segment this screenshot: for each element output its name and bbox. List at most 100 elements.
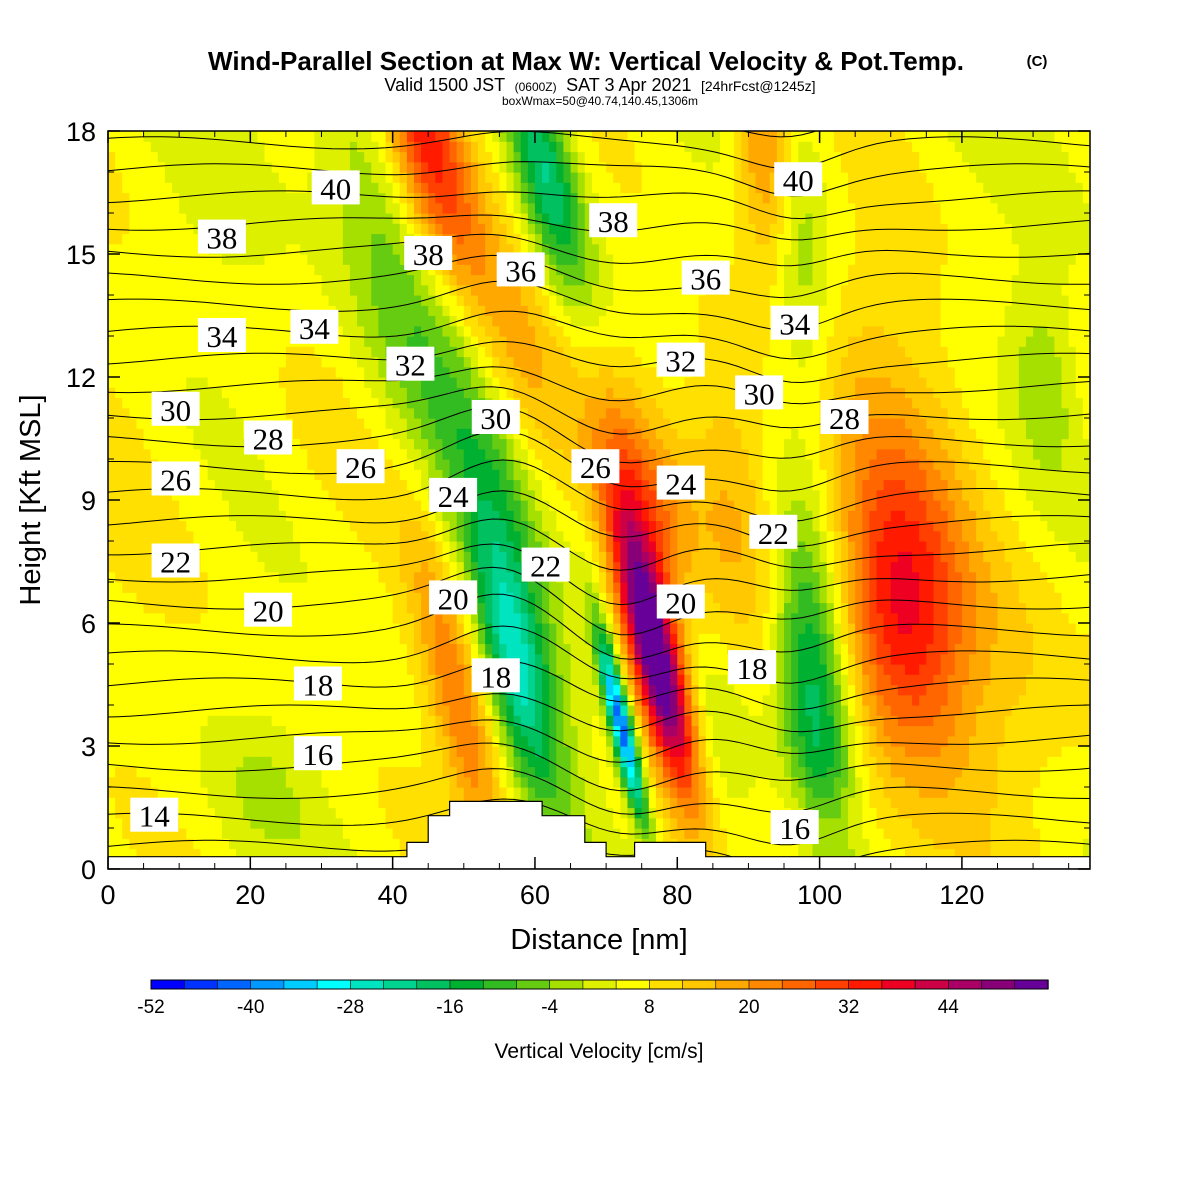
velocity-cell — [364, 407, 372, 419]
velocity-cell — [335, 766, 344, 778]
velocity-cell — [577, 243, 586, 255]
velocity-cell — [214, 746, 223, 757]
velocity-cell — [399, 828, 408, 839]
velocity-cell — [193, 817, 202, 829]
velocity-cell — [470, 735, 479, 747]
velocity-cell — [371, 254, 380, 265]
velocity-cell — [392, 500, 401, 511]
velocity-cell — [193, 592, 202, 604]
velocity-cell — [307, 172, 315, 183]
velocity-cell — [221, 438, 230, 450]
velocity-cell — [364, 725, 372, 737]
velocity-cell — [463, 172, 472, 183]
velocity-cell — [421, 746, 429, 757]
velocity-cell — [271, 520, 280, 532]
velocity-cell — [520, 151, 529, 163]
velocity-cell — [570, 551, 579, 563]
velocity-cell — [129, 141, 138, 153]
velocity-cell — [214, 202, 223, 214]
velocity-cell — [143, 612, 152, 624]
velocity-cell — [499, 756, 508, 768]
velocity-cell — [435, 438, 444, 450]
velocity-cell — [527, 776, 536, 788]
velocity-cell — [478, 643, 486, 655]
velocity-cell — [435, 366, 444, 378]
velocity-cell — [413, 161, 422, 173]
velocity-cell — [236, 161, 244, 173]
velocity-cell — [392, 479, 401, 491]
velocity-cell — [371, 510, 380, 522]
velocity-cell — [499, 725, 508, 737]
velocity-cell — [406, 561, 415, 573]
velocity-cell — [421, 418, 429, 429]
velocity-cell — [186, 776, 194, 788]
velocity-cell — [136, 202, 145, 214]
velocity-cell — [243, 756, 251, 768]
velocity-cell — [534, 397, 543, 409]
velocity-cell — [349, 264, 358, 276]
velocity-cell — [463, 541, 472, 552]
velocity-cell — [271, 254, 280, 265]
velocity-cell — [527, 602, 536, 614]
velocity-cell — [136, 828, 145, 839]
velocity-cell — [577, 715, 586, 727]
velocity-cell — [492, 510, 500, 522]
velocity-cell — [549, 243, 557, 255]
velocity-cell — [271, 643, 280, 655]
velocity-cell — [513, 551, 522, 563]
velocity-cell — [435, 161, 444, 173]
velocity-cell — [293, 448, 301, 460]
velocity-cell — [172, 223, 180, 235]
velocity-cell — [456, 243, 465, 255]
velocity-cell — [399, 735, 408, 747]
velocity-cell — [349, 715, 358, 727]
velocity-cell — [278, 377, 287, 388]
velocity-cell — [150, 284, 159, 296]
velocity-cell — [108, 489, 116, 501]
velocity-cell — [293, 377, 301, 388]
velocity-cell — [520, 674, 529, 686]
velocity-cell — [520, 377, 529, 388]
velocity-cell — [563, 725, 572, 737]
velocity-cell — [470, 387, 479, 399]
velocity-cell — [157, 366, 166, 378]
velocity-cell — [264, 633, 273, 645]
velocity-cell — [186, 243, 194, 255]
velocity-cell — [527, 223, 536, 235]
velocity-cell — [342, 623, 351, 634]
velocity-cell — [207, 141, 216, 153]
velocity-cell — [271, 346, 280, 358]
velocity-cell — [449, 643, 458, 655]
velocity-cell — [499, 582, 508, 593]
velocity-cell — [506, 582, 515, 593]
velocity-cell — [122, 612, 130, 624]
velocity-cell — [378, 233, 387, 245]
velocity-cell — [328, 766, 337, 778]
velocity-cell — [485, 315, 493, 327]
velocity-cell — [214, 828, 223, 839]
velocity-cell — [150, 787, 159, 798]
velocity-cell — [108, 715, 116, 727]
velocity-cell — [143, 541, 152, 552]
velocity-cell — [513, 725, 522, 737]
velocity-cell — [122, 243, 130, 255]
velocity-cell — [221, 612, 230, 624]
velocity-cell — [150, 664, 159, 675]
velocity-cell — [485, 366, 493, 378]
velocity-cell — [243, 213, 251, 224]
velocity-cell — [172, 356, 180, 368]
velocity-cell — [406, 674, 415, 686]
velocity-cell — [506, 182, 515, 194]
velocity-cell — [264, 489, 273, 501]
velocity-cell — [534, 151, 543, 163]
velocity-cell — [271, 243, 280, 255]
velocity-cell — [577, 182, 586, 194]
velocity-cell — [157, 428, 166, 440]
velocity-cell — [542, 377, 550, 388]
velocity-cell — [129, 438, 138, 450]
velocity-cell — [314, 776, 323, 788]
velocity-cell — [186, 295, 194, 306]
velocity-cell — [357, 387, 365, 399]
velocity-cell — [307, 766, 315, 778]
velocity-cell — [342, 766, 351, 778]
